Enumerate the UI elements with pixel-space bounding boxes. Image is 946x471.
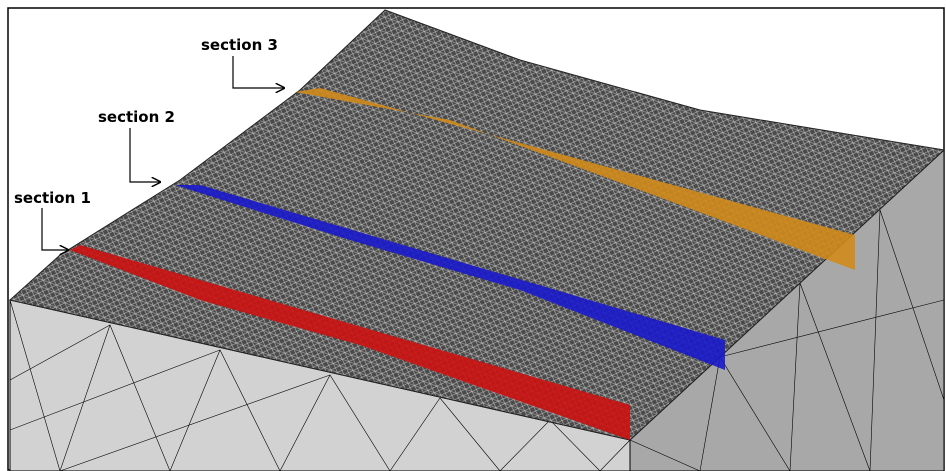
terrain-surface [8,9,946,441]
label: section 2 [98,108,175,126]
section-1-ribbon [70,245,630,440]
arrow [129,128,160,182]
arrow [232,56,284,88]
arrow [41,208,68,250]
label: section 1 [14,189,91,207]
label: section 3 [201,36,278,54]
